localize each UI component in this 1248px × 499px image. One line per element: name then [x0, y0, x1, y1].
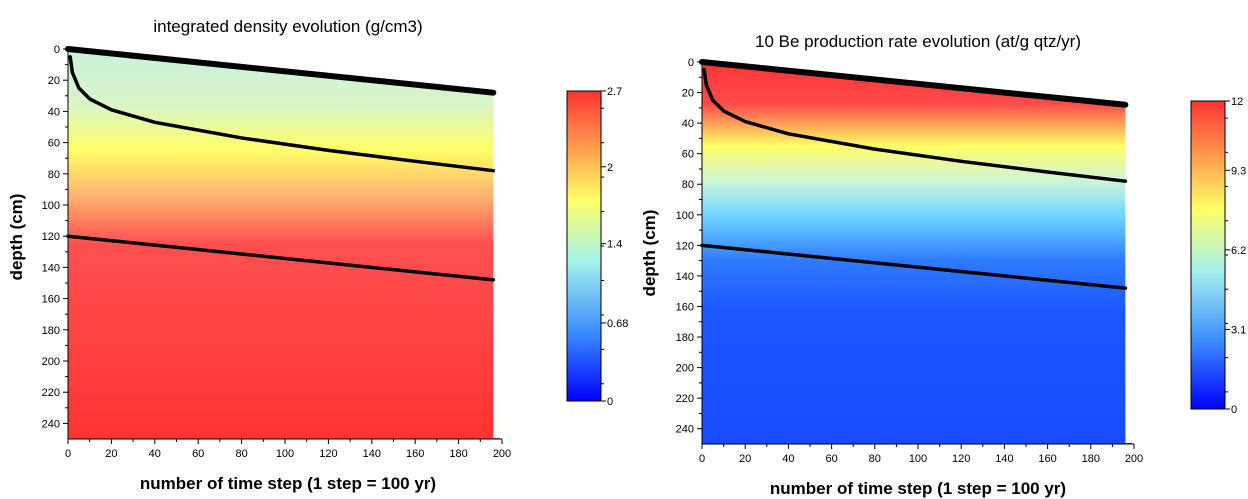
- y-tick-label: 40: [682, 118, 694, 130]
- x-tick-label: 180: [1082, 453, 1100, 465]
- colorbar-tick-label: 0: [607, 396, 613, 408]
- y-tick-label: 180: [42, 325, 60, 337]
- colorbar-tick-label: 1.4: [607, 239, 622, 251]
- y-tick-label: 160: [42, 294, 60, 306]
- horizon-line: [68, 55, 496, 173]
- y-tick-label: 140: [42, 262, 60, 274]
- x-tick-label: 180: [449, 448, 467, 460]
- x-axis-label: number of time step (1 step = 100 yr): [140, 474, 436, 493]
- blank-region: [493, 47, 506, 438]
- y-tick-label: 80: [682, 179, 694, 191]
- colorbar-tick-label: 0.68: [607, 318, 628, 330]
- colorbar-tick-label: 0: [1231, 404, 1237, 416]
- x-tick-label: 20: [105, 448, 117, 460]
- chart-title: 10 Be production rate evolution (at/g qt…: [755, 32, 1081, 51]
- x-tick-label: 100: [909, 453, 927, 465]
- x-tick-label: 40: [782, 453, 794, 465]
- y-tick-label: 200: [42, 356, 60, 368]
- x-tick-label: 200: [1125, 453, 1143, 465]
- x-tick-label: 80: [869, 453, 881, 465]
- x-tick-label: 0: [65, 448, 71, 460]
- y-tick-label: 20: [682, 88, 694, 100]
- x-tick-label: 120: [952, 453, 970, 465]
- y-axis-label: depth (cm): [7, 194, 26, 281]
- x-tick-label: 60: [825, 453, 837, 465]
- x-tick-label: 40: [149, 448, 161, 460]
- colorbar-ticks: 12 9.3 6.2 3.1 0: [1225, 96, 1246, 416]
- x-tick-label: 20: [739, 453, 751, 465]
- colorbar: [566, 90, 602, 402]
- x-tick-label: 160: [1038, 453, 1056, 465]
- y-tick-label: 220: [42, 387, 60, 399]
- colorbar-tick-label: 6.2: [1231, 245, 1246, 257]
- y-tick-label: 60: [682, 149, 694, 161]
- y-tick-label: 80: [48, 169, 60, 181]
- y-tick-label: 60: [48, 138, 60, 150]
- axes: 0 20 40 60 80 100 120 140 160 180 200 220 240 0 20 40 60…: [42, 44, 512, 460]
- horizon-line: [66, 234, 496, 282]
- horizon-line: [700, 243, 1128, 290]
- blank-region: [1125, 60, 1138, 443]
- x-tick-label: 140: [363, 448, 381, 460]
- axes: 0 20 40 60 80 100 120 140 160 180 200 220 240 0 20 40 60…: [676, 57, 1144, 465]
- y-tick-label: 120: [676, 240, 694, 252]
- colorbar-tick-label: 12: [1231, 96, 1243, 108]
- colorbar-tick-label: 2.7: [607, 86, 622, 98]
- horizon-line: [702, 67, 1128, 183]
- y-tick-label: 120: [42, 231, 60, 243]
- x-tick-label: 80: [235, 448, 247, 460]
- horizon-line: [65, 46, 497, 96]
- chart-title: integrated density evolution (g/cm3): [153, 17, 422, 36]
- x-tick-label: 0: [699, 453, 705, 465]
- colorbar-tick-label: 3.1: [1231, 324, 1246, 336]
- x-tick-label: 140: [995, 453, 1013, 465]
- y-tick-label: 200: [676, 363, 694, 375]
- horizon-line: [699, 59, 1129, 108]
- y-tick-label: 180: [676, 332, 694, 344]
- y-tick-label: 160: [676, 301, 694, 313]
- production-rate-chart: 10 Be production rate evolution (at/g qt…: [640, 32, 1246, 498]
- density-chart: integrated density evolution (g/cm3) 020…: [7, 17, 628, 493]
- y-tick-label: 0: [688, 57, 694, 69]
- colorbar-tick-label: 2: [607, 162, 613, 174]
- x-tick-label: 200: [493, 448, 511, 460]
- y-tick-label: 100: [676, 210, 694, 222]
- colorbar-tick-label: 9.3: [1231, 165, 1246, 177]
- x-tick-label: 60: [192, 448, 204, 460]
- y-tick-label: 0: [54, 44, 60, 56]
- y-tick-label: 20: [48, 75, 60, 87]
- x-tick-label: 100: [276, 448, 294, 460]
- x-axis-label: number of time step (1 step = 100 yr): [770, 479, 1066, 498]
- colorbar: [1190, 100, 1226, 410]
- y-tick-label: 100: [42, 200, 60, 212]
- y-tick-label: 140: [676, 271, 694, 283]
- y-tick-label: 240: [42, 418, 60, 430]
- colorbar-ticks: 2.7 2 1.4 0.68 0: [601, 86, 628, 408]
- x-tick-label: 160: [406, 448, 424, 460]
- y-axis-label: depth (cm): [640, 210, 659, 297]
- y-tick-label: 220: [676, 393, 694, 405]
- y-tick-label: 240: [676, 424, 694, 436]
- x-tick-label: 120: [319, 448, 337, 460]
- y-tick-label: 40: [48, 106, 60, 118]
